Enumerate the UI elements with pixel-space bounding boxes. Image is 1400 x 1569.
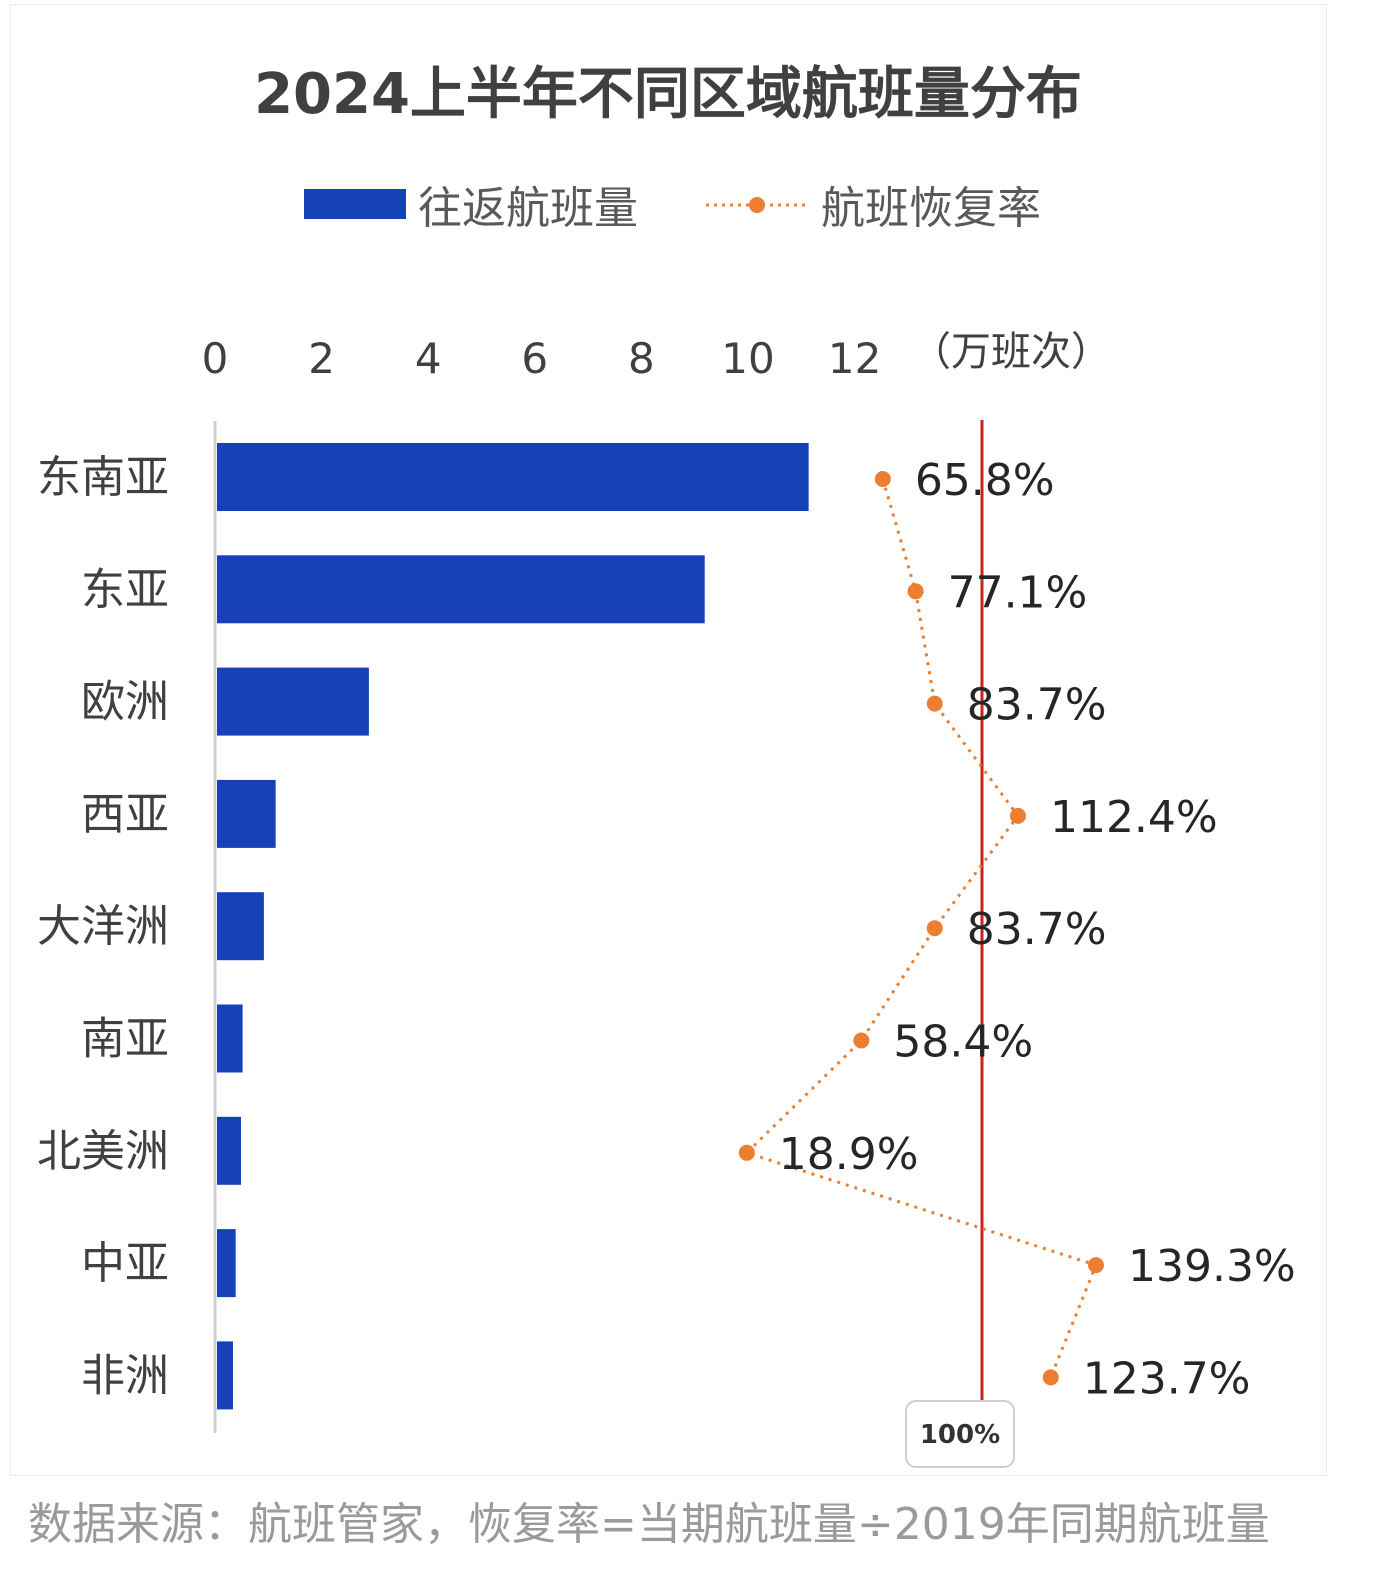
legend-label-bar: 往返航班量 [418,183,638,234]
rate-label: 65.8% [915,455,1055,506]
bar [217,1116,241,1185]
rate-label: 77.1% [948,567,1088,618]
legend: 往返航班量 航班恢复率 [304,183,1041,234]
bar [217,1229,236,1298]
bar [217,779,276,848]
rate-marker [926,920,943,937]
rate-marker [1042,1369,1059,1386]
category-label: 欧洲 [81,677,169,728]
bar [217,1341,233,1410]
category-label: 北美洲 [37,1126,169,1177]
rate-marker [1009,807,1026,824]
rate-marker [874,471,891,487]
x-tick-label: 2 [308,334,335,383]
rate-marker [926,695,943,712]
category-label: 大洋洲 [37,901,169,952]
x-tick-label: 6 [521,334,548,383]
legend-label-line: 航班恢复率 [821,183,1041,234]
chart-card: 2024上半年不同区域航班量分布 往返航班量 航班恢复率 0 2 4 6 8 10 12 （… [10,4,1327,1476]
rate-marker [907,583,924,600]
bar [217,667,369,736]
bar [217,1004,243,1073]
reference-label-frame [905,1400,1015,1468]
x-axis-unit: （万班次） [911,329,1111,375]
rate-label: 58.4% [893,1017,1033,1068]
x-tick-label: 0 [202,334,229,383]
rate-label: 139.3% [1128,1241,1296,1292]
rate-line [743,478,1098,1378]
bar [217,555,705,624]
legend-swatch-marker [749,197,765,213]
rate-label: 123.7% [1083,1353,1251,1404]
x-tick-label: 4 [415,334,442,383]
category-label: 中亚 [81,1238,169,1289]
rate-label: 112.4% [1050,792,1218,843]
bar-series [217,443,809,1410]
chart-title: 2024上半年不同区域航班量分布 [254,62,1082,127]
rate-labels: 65.8% 77.1% 83.7% 112.4% 83.7% 58.4% 18.9% 139.… [779,455,1296,1404]
x-tick-label: 12 [828,334,881,383]
category-label: 南亚 [81,1014,169,1065]
rate-marker [738,1144,755,1161]
rate-marker [853,1032,870,1049]
bar [217,892,264,961]
x-axis-ticks: 0 2 4 6 8 10 12 [202,334,882,383]
bar [217,443,809,511]
x-tick-label: 8 [628,334,655,383]
reference-label-box: 100% [905,1400,1015,1468]
rate-marker [1087,1257,1104,1274]
rate-label: 83.7% [967,680,1107,731]
category-label: 东亚 [81,564,169,615]
source-note: 数据来源：航班管家，恢复率=当期航班量÷2019年同期航班量 [28,1499,1270,1550]
x-tick-label: 10 [721,334,774,383]
chart-canvas: 2024上半年不同区域航班量分布 往返航班量 航班恢复率 0 2 4 6 8 10 12 （… [37,62,1296,1468]
category-label: 东南亚 [37,452,169,503]
rate-label: 18.9% [779,1129,919,1180]
rate-label: 83.7% [967,904,1107,955]
category-label: 西亚 [81,789,169,840]
legend-swatch-bar [304,189,406,219]
reference-label: 100% [920,1420,1000,1450]
category-label: 非洲 [81,1350,169,1401]
rate-markers [738,471,1104,1386]
